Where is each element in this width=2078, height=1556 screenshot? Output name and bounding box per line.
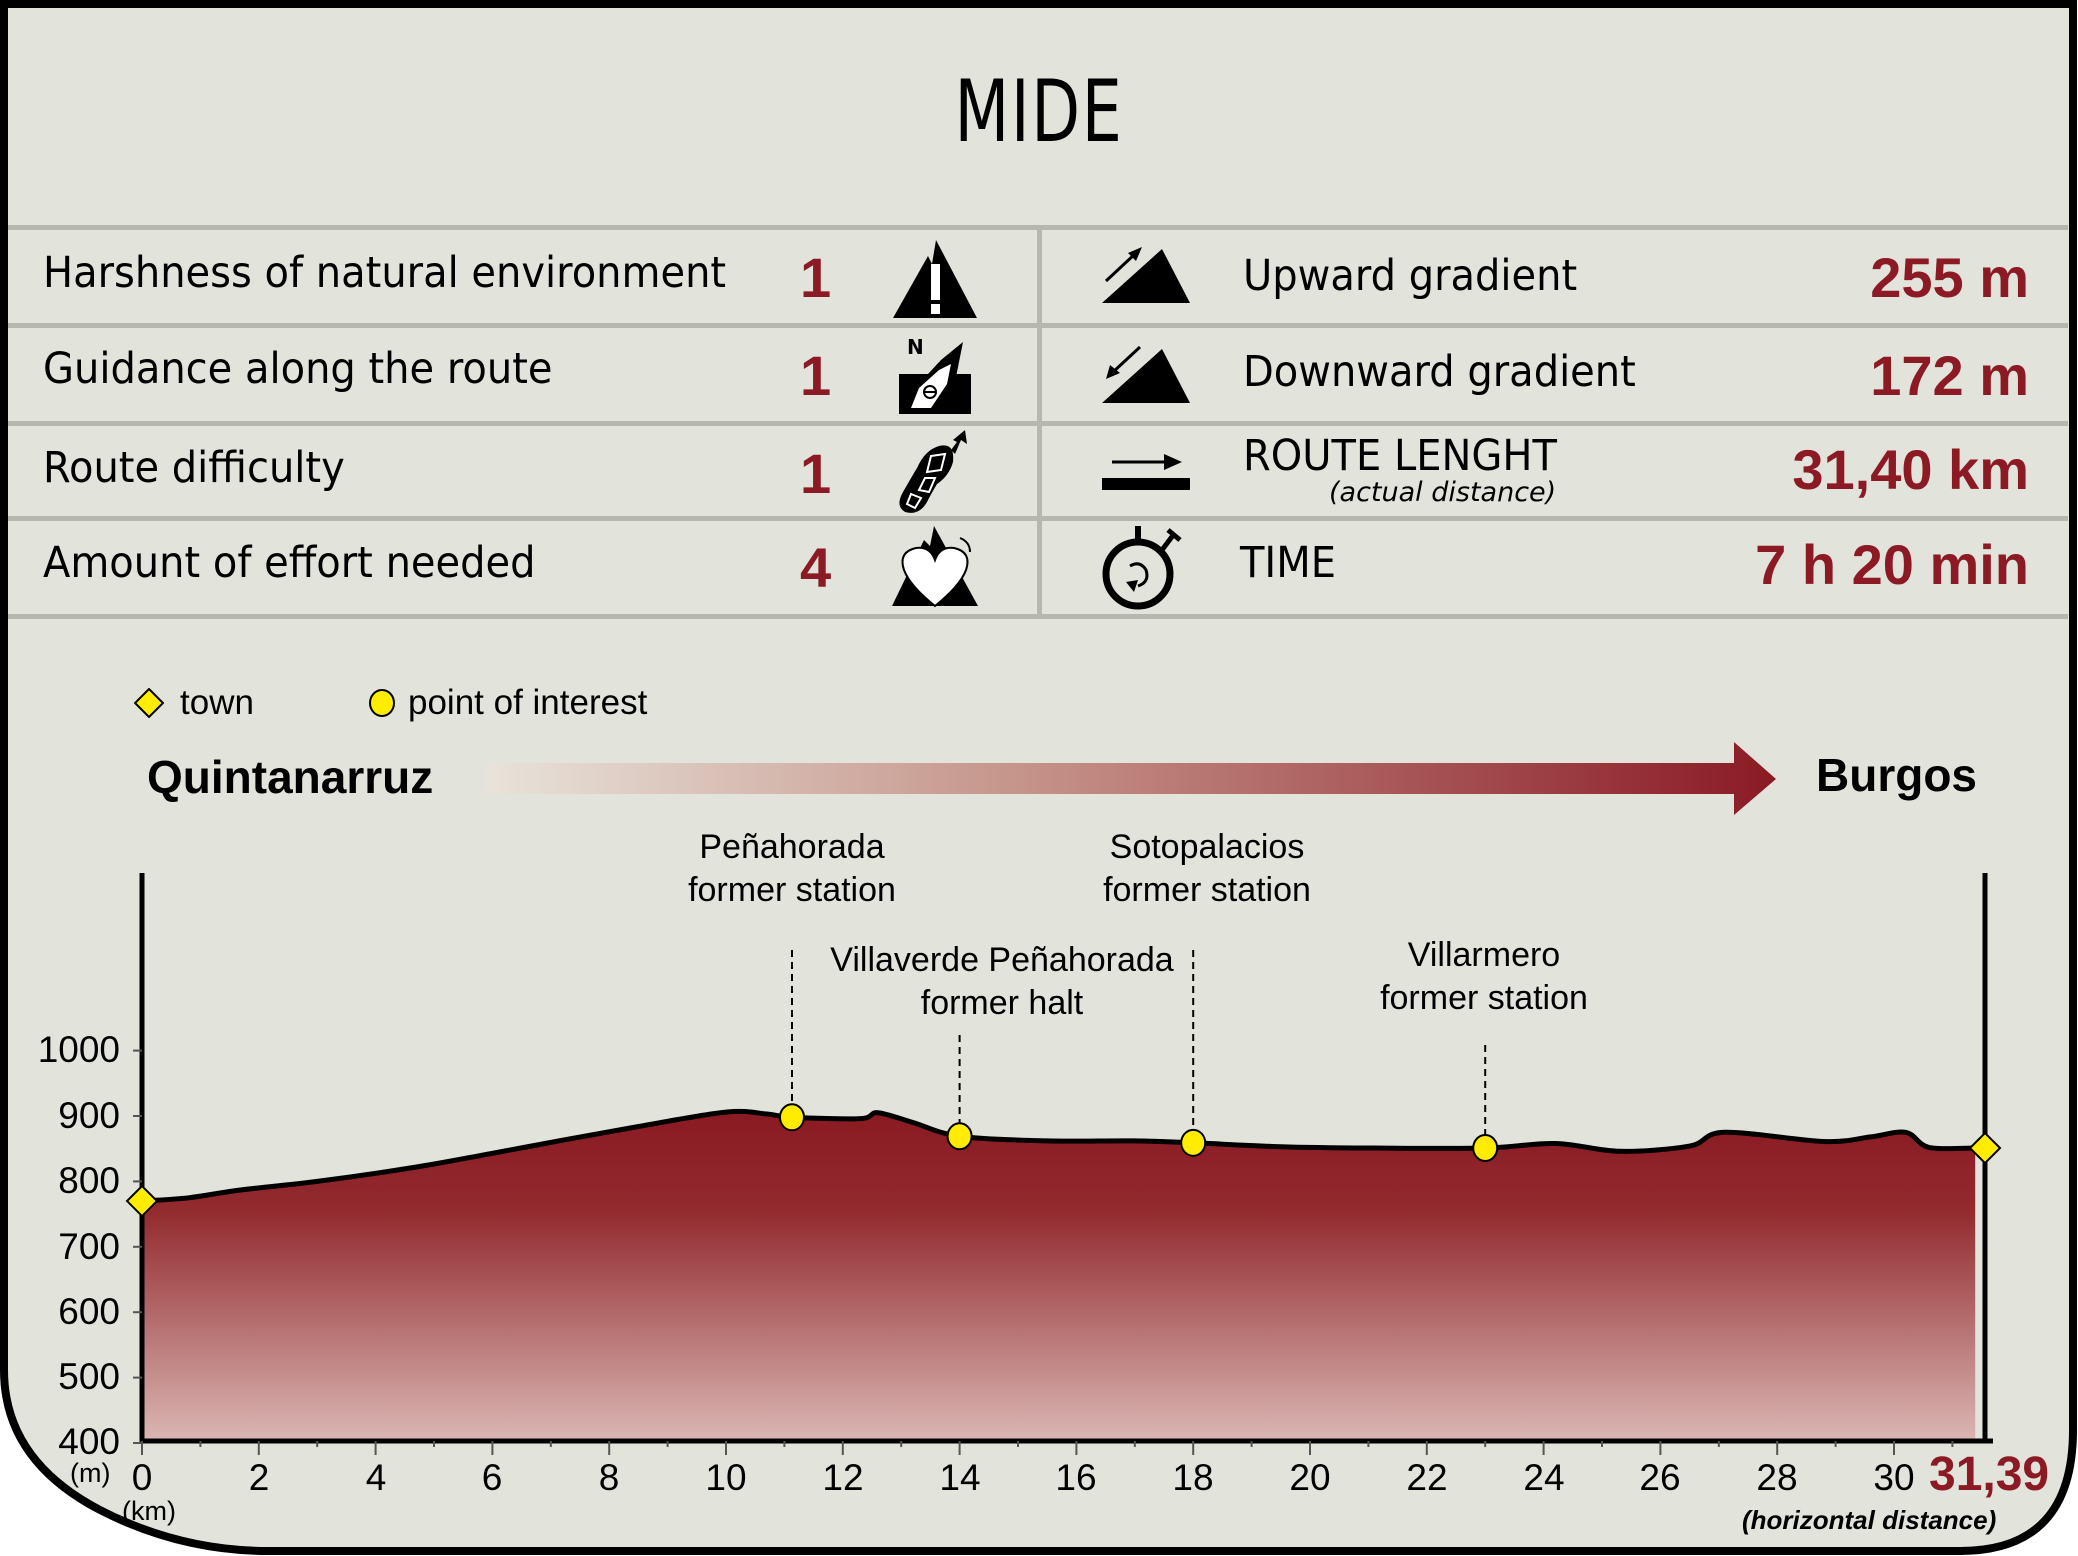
route-length-icon [1102,454,1190,490]
poi-marker-icon [946,1122,973,1151]
x-tick-label: 6 [481,1457,503,1498]
poi-label-penahorada: Peñahorada former station [688,828,896,909]
poi-label-villaverde: Villaverde Peñahorada former halt [830,941,1174,1022]
x-tick-label: 24 [1523,1457,1565,1498]
heart-mountain-icon [892,526,978,608]
mountain-warning-icon [893,240,977,318]
x-tick-label: 26 [1639,1457,1681,1498]
table-divider [8,614,2068,619]
stat-value: 255 m [1870,246,2029,309]
x-tick-label: 2 [248,1457,270,1498]
x-tick-label: 10 [705,1457,747,1498]
mide-label: Amount of effort needed [43,538,536,588]
downward-gradient-icon [1102,345,1190,403]
route-start-label: Quintanarruz [147,751,434,803]
legend-town-label: town [180,683,254,722]
x-unit-label: (km) [122,1496,176,1526]
mide-label: Route difficulty [43,443,345,493]
stat-label: ROUTE LENGHT [1243,431,1557,481]
town-marker-icon [125,1184,159,1218]
page-title: MIDE [954,62,1124,162]
elevation-area [141,1108,1976,1443]
direction-arrow-icon [485,742,1776,815]
y-tick-label: 500 [58,1356,120,1397]
poi-marker-icon [778,1103,805,1132]
stopwatch-icon [1102,526,1182,610]
compass-signpost-icon: N [899,335,971,414]
stat-value: 31,40 km [1792,438,2029,501]
town-marker-icon [1968,1131,2002,1165]
x-tick-label: 12 [822,1457,864,1498]
legend-poi-label: point of interest [408,683,648,722]
x-tick-label: 22 [1406,1457,1448,1498]
x-tick-label: 4 [365,1457,387,1498]
axis-ticks [133,1049,1954,1455]
upward-gradient-icon [1102,247,1190,303]
town-diamond-icon [134,688,164,718]
elevation-line [141,1108,1976,1204]
stat-sublabel: (actual distance) [1329,477,1557,508]
y-tick-label: 700 [58,1226,120,1267]
y-tick-label: 1000 [37,1029,120,1070]
poi-circle-icon [369,689,395,717]
mide-score: 4 [800,536,832,599]
x-tick-label: 14 [939,1457,981,1498]
poi-marker-icon [1472,1134,1499,1163]
stat-value: 172 m [1870,344,2029,407]
x-tick-label: 16 [1055,1457,1097,1498]
table-divider [8,225,2068,230]
x-tick-label: 20 [1289,1457,1331,1498]
mide-label: Guidance along the route [43,344,553,394]
stat-label: Upward gradient [1243,251,1578,301]
y-tick-label: 400 [58,1421,120,1462]
y-unit-label: (m) [70,1458,111,1488]
y-tick-label: 600 [58,1291,120,1332]
stat-value: 7 h 20 min [1755,533,2029,596]
mide-score: 1 [800,246,832,309]
route-markers [125,1103,2002,1218]
poi-label-villarmero: Villarmero former station [1380,936,1588,1017]
x-tick-label: 8 [598,1457,620,1498]
mide-label: Harshness of natural environment [43,248,727,298]
svg-text:N: N [907,335,924,359]
stat-label: TIME [1240,538,1336,588]
x-tick-label: 28 [1756,1457,1798,1498]
mide-score: 1 [800,344,832,407]
poi-label-sotopalacios: Sotopalacios former station [1103,828,1311,909]
mide-score: 1 [800,442,832,505]
poi-marker-icon [1180,1128,1207,1157]
stat-label: Downward gradient [1243,347,1636,397]
boot-sole-icon [899,430,967,513]
x-tick-label: 30 [1873,1457,1915,1498]
x-tick-label: 18 [1172,1457,1214,1498]
y-tick-label: 800 [58,1160,120,1201]
route-end-label: Burgos [1816,749,1977,801]
column-divider [1037,228,1042,616]
horizontal-distance-note: (horizontal distance) [1742,1505,1997,1535]
x-tick-label: 0 [131,1457,153,1498]
elevation-fill [142,1111,1976,1443]
y-tick-label: 900 [58,1095,120,1136]
poi-leader-lines [790,950,1487,1137]
x-end-label: 31,39 [1929,1448,2050,1501]
